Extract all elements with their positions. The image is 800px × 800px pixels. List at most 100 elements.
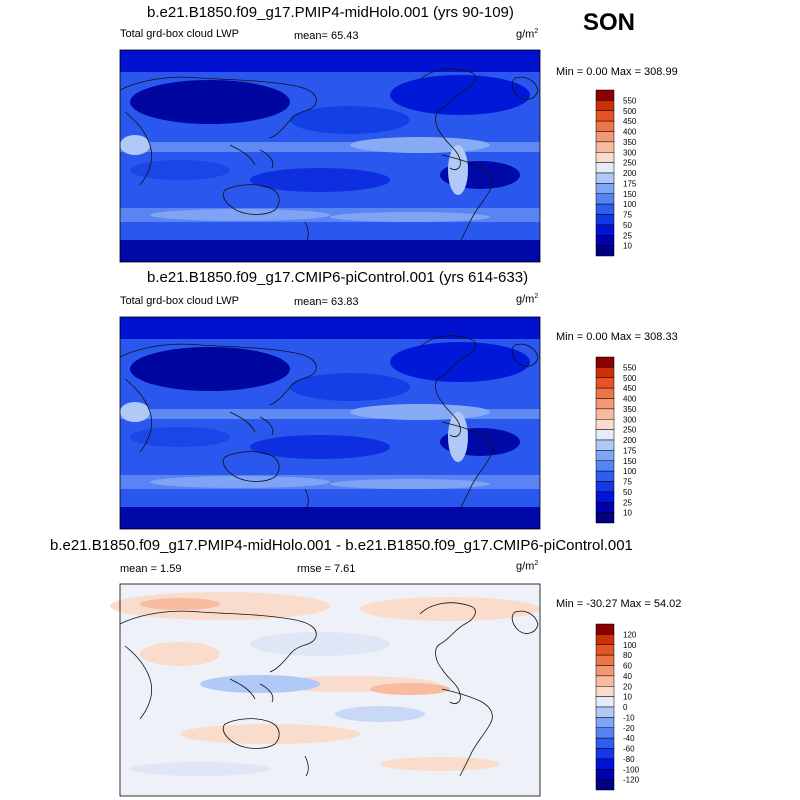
colorbar-box [595, 470, 615, 482]
colorbar-box [595, 162, 615, 174]
panel-2-map [119, 316, 541, 530]
colorbar-tick-label: 175 [623, 179, 637, 188]
colorbar-box [595, 235, 615, 246]
colorbar-tick-label: 400 [623, 128, 637, 137]
colorbar-box [595, 644, 615, 656]
colorbar-tick-label: 150 [623, 457, 637, 466]
colorbar-tick-label: -80 [623, 755, 635, 764]
panel-3-rmse: rmse = 7.61 [297, 563, 356, 575]
colorbar-tick-label: 80 [623, 651, 632, 660]
colorbar-box [595, 748, 615, 760]
colorbar-box [595, 634, 615, 645]
colorbar-tick-label: -60 [623, 745, 635, 754]
colorbar-tick-label: 50 [623, 488, 632, 497]
colorbar-tick-label: 25 [623, 231, 632, 240]
colorbar-tick-label: 50 [623, 221, 632, 230]
colorbar-box [595, 224, 615, 236]
panel-2-mean: mean= 63.83 [294, 296, 359, 308]
colorbar-tick-label: 20 [623, 682, 632, 691]
panel-3-mean: mean = 1.59 [120, 563, 182, 575]
colorbar-box [595, 356, 615, 368]
colorbar-box [595, 100, 615, 111]
colorbar-tick-label: 300 [623, 415, 637, 424]
panel-1-units: g/m2 [516, 28, 539, 41]
colorbar-tick-label: 150 [623, 190, 637, 199]
colorbar-box [595, 398, 615, 410]
colorbar-box [595, 214, 615, 226]
colorbar-tick-label: 450 [623, 384, 637, 393]
colorbar-box [595, 172, 615, 184]
colorbar-tick-label: 100 [623, 467, 637, 476]
colorbar-box [595, 450, 615, 461]
colorbar-box [595, 654, 615, 666]
colorbar-box [595, 758, 615, 770]
colorbar-box [595, 387, 615, 399]
colorbar-box [595, 706, 615, 718]
colorbar-box [595, 512, 615, 524]
colorbar-tick-label: -20 [623, 724, 635, 733]
colorbar-tick-label: 550 [623, 363, 637, 372]
panel-2-minmax: Min = 0.00 Max = 308.33 [556, 331, 678, 343]
colorbar-box [595, 779, 615, 791]
colorbar-box [595, 696, 615, 708]
panel-1-title: b.e21.B1850.f09_g17.PMIP4-midHolo.001 (y… [147, 4, 514, 21]
colorbar-tick-label: 10 [623, 509, 632, 518]
colorbar-box [595, 737, 615, 749]
colorbar-tick-label: 500 [623, 374, 637, 383]
panel-2-units: g/m2 [516, 293, 539, 306]
panel-3-units: g/m2 [516, 560, 539, 573]
panel-3-title: b.e21.B1850.f09_g17.PMIP4-midHolo.001 - … [50, 537, 633, 554]
panel-3-minmax: Min = -30.27 Max = 54.02 [556, 598, 682, 610]
colorbar-box [595, 120, 615, 132]
colorbar-tick-label: 75 [623, 478, 632, 487]
colorbar-tick-label: 75 [623, 211, 632, 220]
colorbar-box [595, 665, 615, 677]
colorbar-box [595, 367, 615, 378]
colorbar-box [595, 727, 615, 739]
colorbar-tick-label: 250 [623, 426, 637, 435]
colorbar-box [595, 623, 615, 635]
colorbar-tick-label: 10 [623, 242, 632, 251]
colorbar-box [595, 429, 615, 441]
panel-1-map [119, 49, 541, 263]
colorbar-box [595, 439, 615, 451]
colorbar-box [595, 203, 615, 215]
colorbar-tick-label: 60 [623, 662, 632, 671]
colorbar-tick-label: 40 [623, 672, 632, 681]
colorbar-tick-label: 200 [623, 169, 637, 178]
panel-3-map [110, 583, 541, 797]
colorbar-box [595, 183, 615, 194]
colorbar-tick-label: 550 [623, 96, 637, 105]
colorbar-box [595, 245, 615, 257]
colorbar-box [595, 89, 615, 101]
colorbar-tick-label: 175 [623, 446, 637, 455]
colorbar-box [595, 502, 615, 513]
colorbar-box [595, 152, 615, 163]
colorbar-tick-label: 0 [623, 703, 628, 712]
colorbar-box [595, 460, 615, 472]
colorbar-tick-label: 250 [623, 159, 637, 168]
colorbar-tick-label: 300 [623, 148, 637, 157]
colorbar-box [595, 110, 615, 122]
colorbar-tick-label: 10 [623, 693, 632, 702]
colorbar-tick-label: 500 [623, 107, 637, 116]
colorbar-tick-label: 400 [623, 395, 637, 404]
colorbar-box [595, 408, 615, 420]
colorbar-tick-label: 100 [623, 200, 637, 209]
colorbar-box [595, 193, 615, 205]
colorbar-box [595, 481, 615, 493]
colorbar-tick-label: -100 [623, 765, 640, 774]
colorbar-box [595, 769, 615, 780]
colorbar-box [595, 131, 615, 143]
colorbar-box [595, 491, 615, 503]
colorbar-tick-label: 350 [623, 138, 637, 147]
panel-1-mean: mean= 65.43 [294, 30, 359, 42]
colorbar-tick-label: -40 [623, 734, 635, 743]
colorbar-box [595, 419, 615, 430]
colorbar-tick-label: 100 [623, 641, 637, 650]
panel-2-title: b.e21.B1850.f09_g17.CMIP6-piControl.001 … [147, 269, 529, 286]
